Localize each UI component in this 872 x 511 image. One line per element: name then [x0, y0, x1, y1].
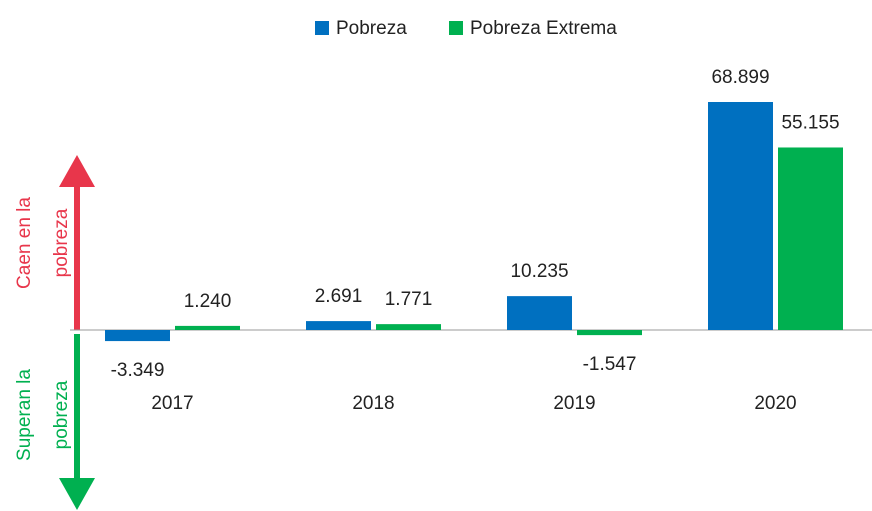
x-tick-label: 2019	[553, 393, 595, 414]
legend-label: Pobreza Extrema	[470, 18, 617, 39]
value-label: 68.899	[711, 67, 769, 88]
bar	[577, 330, 642, 336]
bar	[376, 324, 441, 330]
annotation: Caen en la	[14, 197, 35, 289]
bar	[778, 147, 843, 330]
x-tick-label: 2017	[151, 393, 193, 414]
legend-swatch	[449, 21, 463, 35]
bar	[105, 330, 170, 342]
value-label: 1.240	[184, 291, 232, 312]
x-tick-label: 2018	[352, 393, 394, 414]
bar	[708, 102, 773, 330]
legend-label: Pobreza	[336, 18, 407, 39]
bar	[507, 296, 572, 330]
annotation: Superan la	[14, 369, 35, 461]
annotation: pobreza	[51, 380, 72, 449]
value-label: 10.235	[510, 261, 568, 282]
bar	[306, 321, 371, 330]
value-label: 55.155	[781, 112, 839, 133]
value-label: 1.771	[385, 289, 433, 310]
legend-swatch	[315, 21, 329, 35]
value-label: -3.349	[111, 360, 165, 381]
up-arrow-head	[59, 155, 95, 187]
bar	[175, 325, 240, 330]
annotation: pobreza	[51, 208, 72, 277]
value-label: 2.691	[315, 286, 363, 307]
down-arrow-shaft	[74, 334, 80, 480]
value-label: -1.547	[583, 354, 637, 375]
up-arrow-shaft	[74, 185, 80, 330]
down-arrow-head	[59, 478, 95, 510]
x-tick-label: 2020	[754, 393, 796, 414]
